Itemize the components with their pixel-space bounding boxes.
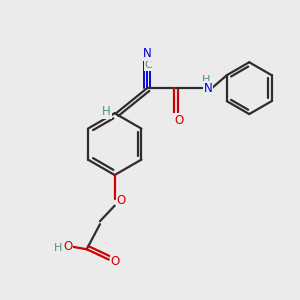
Text: H: H <box>102 105 111 118</box>
Text: O: O <box>116 194 126 207</box>
Text: N: N <box>204 82 212 95</box>
Text: H: H <box>202 75 210 85</box>
Text: C: C <box>145 60 152 70</box>
Text: N: N <box>143 47 152 60</box>
Text: H: H <box>54 243 62 253</box>
Text: O: O <box>111 254 120 268</box>
Text: O: O <box>63 240 73 253</box>
Text: O: O <box>174 114 184 127</box>
